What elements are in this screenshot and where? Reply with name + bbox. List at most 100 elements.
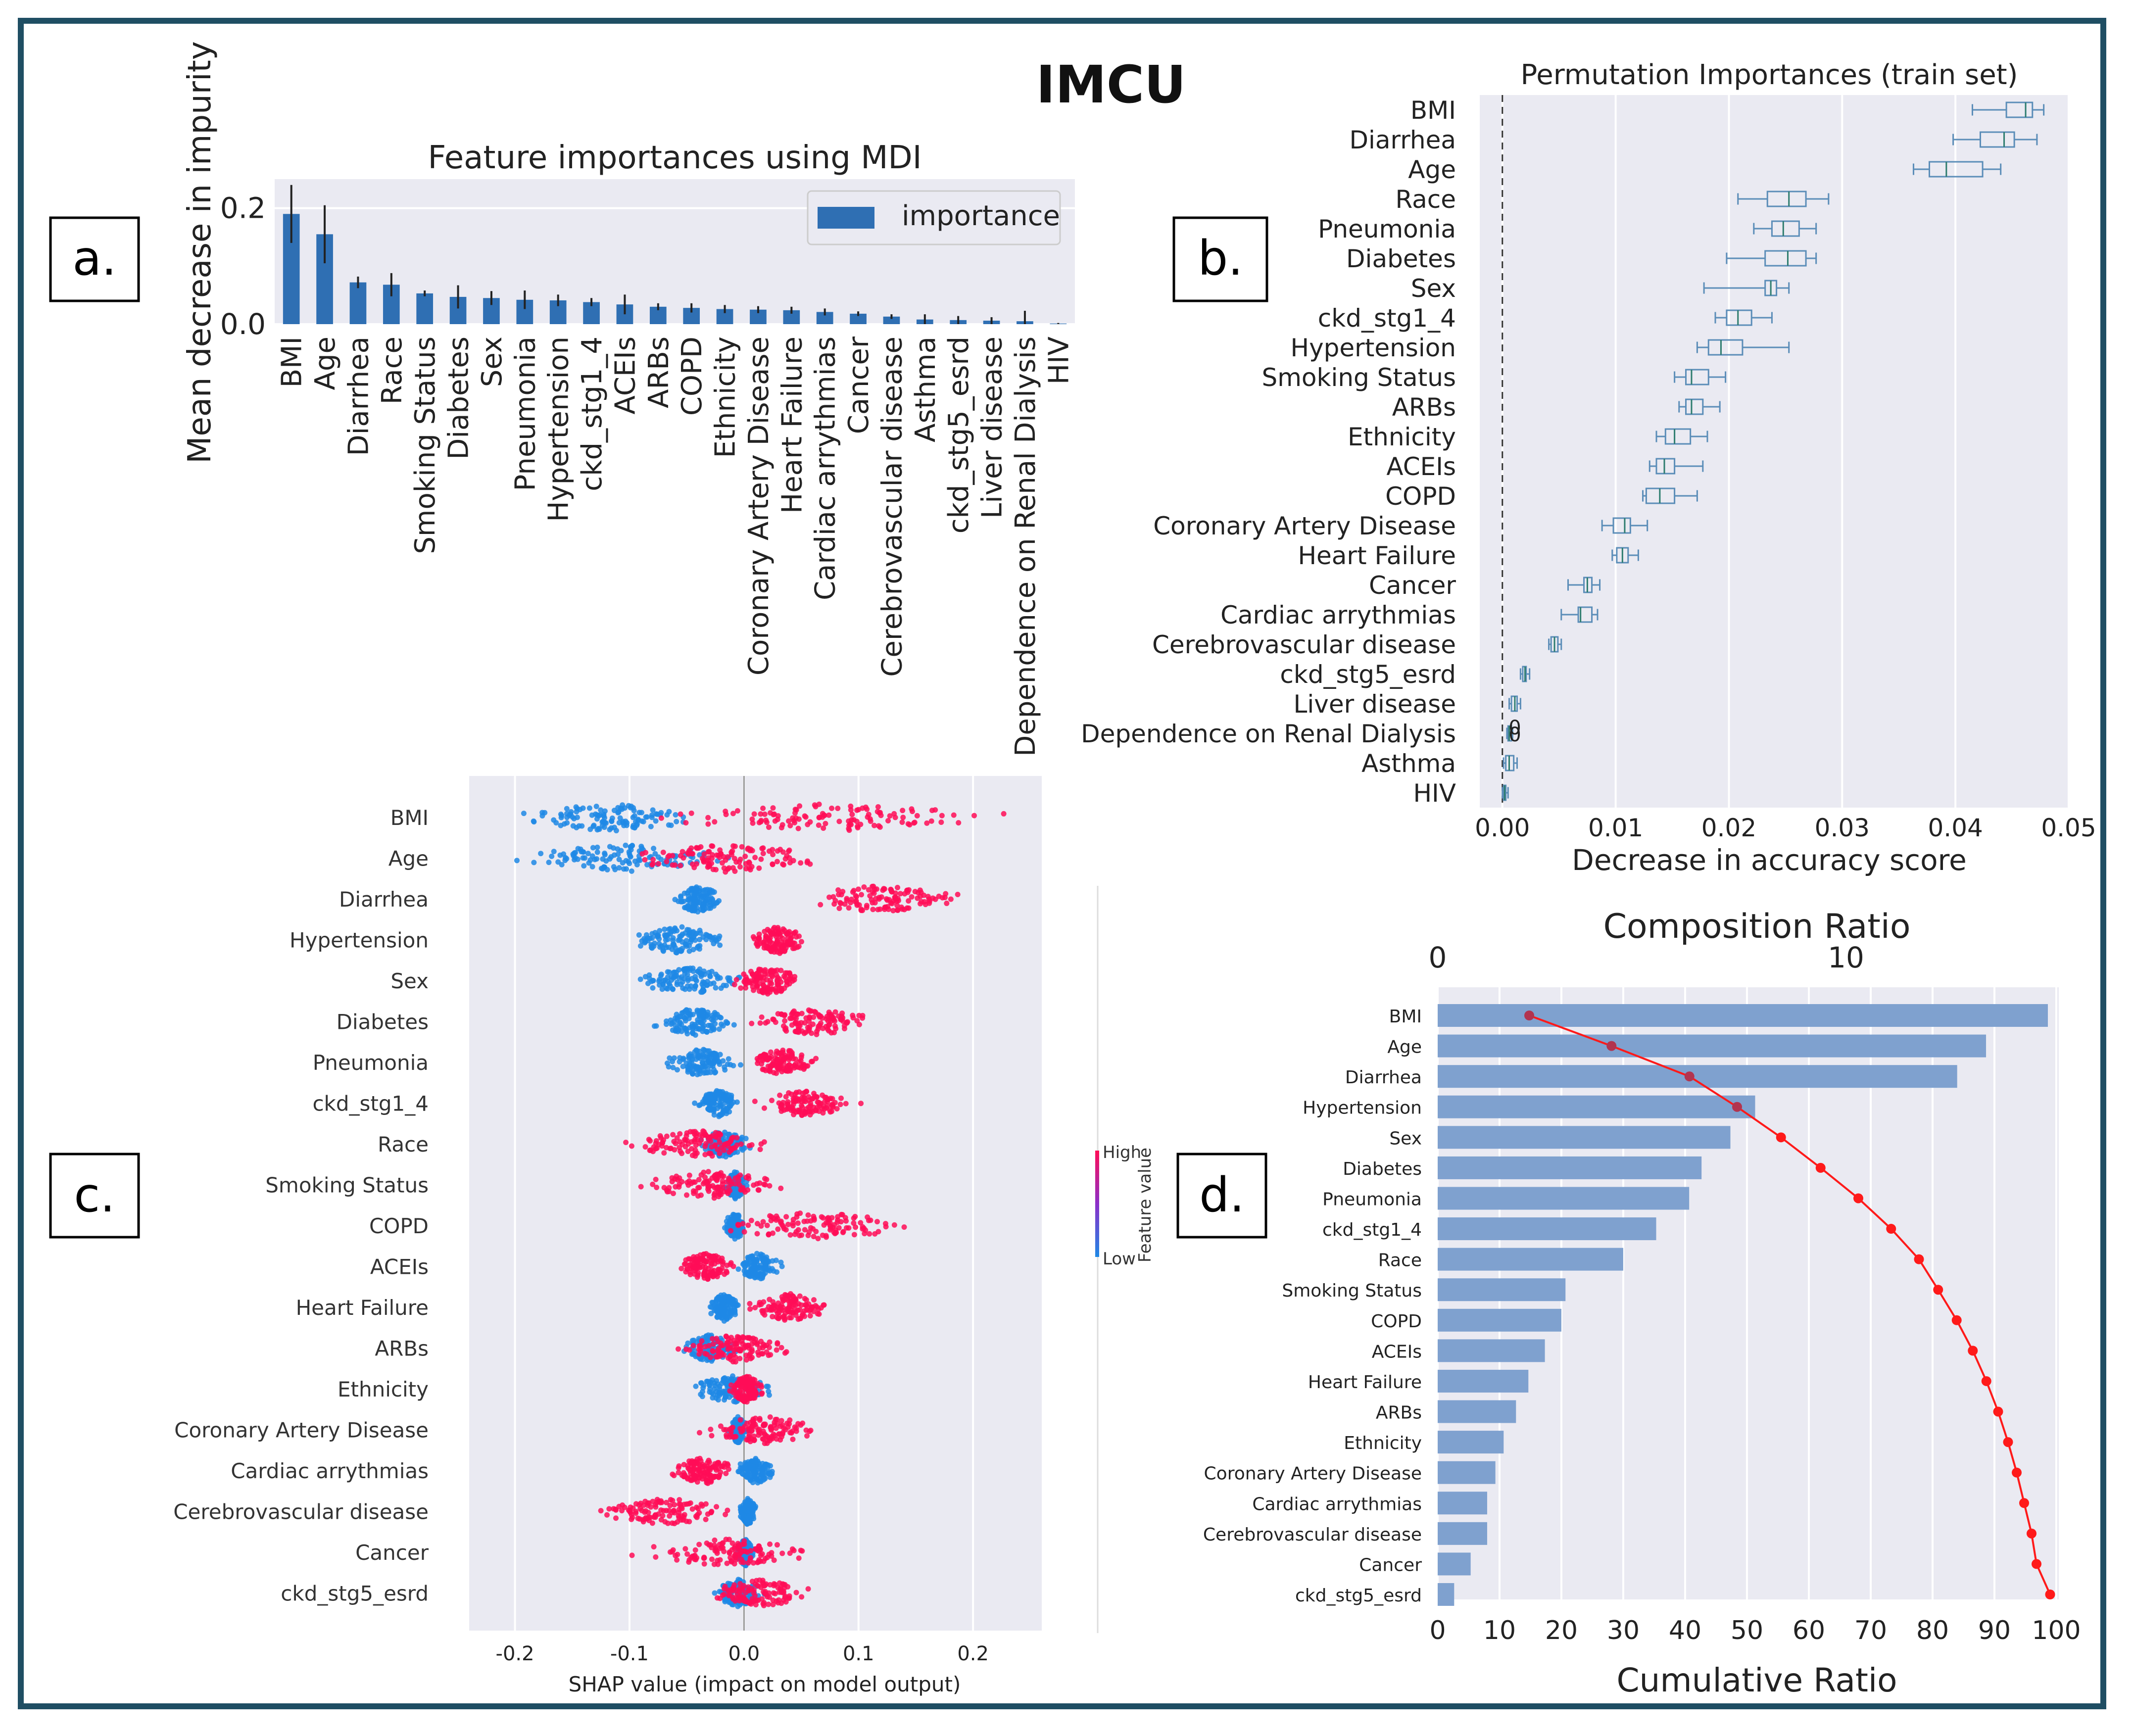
shap-dot-diarrhea-pink bbox=[853, 899, 859, 905]
bar-diarrhea bbox=[349, 282, 367, 324]
shap-dot-cerebrovascular-disease-pink bbox=[645, 1500, 651, 1506]
shap-dot-diabetes-pink bbox=[749, 1020, 755, 1026]
shap-dot-diarrhea-blue bbox=[686, 907, 692, 913]
shap-dot-heart-failure-pink bbox=[780, 1298, 786, 1304]
shap-dot-diarrhea-pink bbox=[909, 894, 915, 900]
shap-dot-age-pink bbox=[705, 849, 711, 855]
shap-dot-heart-failure-pink bbox=[760, 1310, 766, 1316]
shap-dot-ckd-stg1-4-pink bbox=[793, 1090, 799, 1096]
shap-dot-bmi-pink bbox=[775, 817, 780, 822]
shap-dot-cardiac-arrythmias-blue bbox=[758, 1472, 764, 1478]
shap-dot-age-pink bbox=[686, 851, 692, 857]
shap-dot-race-pink bbox=[684, 1138, 690, 1144]
shap-dot-cancer-pink bbox=[686, 1559, 692, 1565]
shap-dot-hypertension-blue bbox=[662, 942, 668, 948]
shap-dot-coronary-artery-disease-pink bbox=[737, 1417, 743, 1423]
shap-dot-ckd-stg1-4-blue bbox=[726, 1104, 732, 1110]
shap-dot-aceis-pink bbox=[706, 1253, 712, 1258]
shap-dot-cerebrovascular-disease-pink bbox=[652, 1512, 658, 1518]
shap-dot-diabetes-pink bbox=[817, 1022, 823, 1028]
shap-dot-age-pink bbox=[705, 855, 711, 861]
shap-dot-bmi-blue bbox=[674, 819, 679, 824]
x-tick-label-liver-disease: Liver disease bbox=[976, 337, 1009, 519]
shap-dot-diarrhea-blue bbox=[702, 902, 708, 908]
shap-dot-sex-blue bbox=[727, 975, 732, 981]
shap-dot-cerebrovascular-disease-blue bbox=[746, 1502, 752, 1508]
shap-dot-ckd-stg1-4-pink bbox=[809, 1096, 815, 1102]
shap-dot-hypertension-blue bbox=[708, 934, 714, 940]
shap-dot-ethnicity-blue bbox=[709, 1377, 715, 1383]
shap-dot-coronary-artery-disease-pink bbox=[730, 1424, 736, 1430]
shap-dot-age-pink bbox=[760, 851, 766, 857]
shap-dot-heart-failure-pink bbox=[786, 1315, 792, 1321]
shap-dot-cancer-pink bbox=[747, 1557, 753, 1563]
shap-dot-diabetes-pink bbox=[833, 1026, 839, 1032]
shap-dot-copd-pink bbox=[785, 1221, 791, 1227]
shap-dot-pneumonia-pink bbox=[766, 1056, 772, 1061]
shap-dot-cerebrovascular-disease-pink bbox=[598, 1508, 604, 1514]
shap-dot-pneumonia-blue bbox=[704, 1048, 710, 1054]
shap-dot-aceis-pink bbox=[702, 1268, 708, 1274]
shap-dot-arbs-pink bbox=[676, 1346, 681, 1352]
shap-dot-cardiac-arrythmias-pink bbox=[691, 1472, 697, 1478]
shap-dot-hypertension-pink bbox=[786, 941, 792, 947]
shap-dot-cardiac-arrythmias-blue bbox=[744, 1474, 750, 1480]
shap-dot-race-pink bbox=[730, 1145, 736, 1151]
shap-dot-aceis-blue bbox=[773, 1257, 779, 1263]
shap-dot-heart-failure-pink bbox=[770, 1299, 776, 1305]
shap-dot-bmi-pink bbox=[803, 814, 809, 820]
shap-dot-smoking-status-pink bbox=[685, 1182, 691, 1188]
shap-dot-hypertension-pink bbox=[775, 925, 781, 931]
shap-dot-coronary-artery-disease-pink bbox=[708, 1426, 714, 1432]
shap-dot-copd-pink bbox=[745, 1222, 751, 1228]
shap-dot-copd-pink bbox=[767, 1213, 773, 1219]
shap-dot-diarrhea-blue bbox=[711, 901, 717, 907]
shap-dot-heart-failure-pink bbox=[797, 1307, 803, 1313]
shap-dot-copd-pink bbox=[813, 1229, 819, 1235]
shap-dot-age-blue bbox=[582, 855, 588, 861]
shap-dot-pneumonia-pink bbox=[760, 1058, 766, 1063]
shap-dot-diabetes-pink bbox=[771, 1016, 776, 1022]
shap-dot-cerebrovascular-disease-pink bbox=[663, 1499, 669, 1505]
shap-dot-hypertension-blue bbox=[717, 933, 723, 939]
shap-dot-diarrhea-pink bbox=[853, 893, 859, 899]
shap-dot-cardiac-arrythmias-pink bbox=[676, 1465, 681, 1471]
shap-dot-arbs-pink bbox=[767, 1339, 773, 1345]
shap-dot-diabetes-pink bbox=[807, 1008, 813, 1014]
shap-dot-bmi-pink bbox=[900, 815, 906, 820]
shap-dot-age-blue bbox=[590, 845, 596, 851]
legend-box-a bbox=[807, 190, 1061, 245]
shap-dot-age-pink bbox=[739, 844, 745, 850]
shap-dot-cardiac-arrythmias-pink bbox=[694, 1479, 700, 1485]
shap-dot-diabetes-pink bbox=[819, 1015, 825, 1021]
shap-dot-copd-pink bbox=[781, 1226, 787, 1232]
shap-dot-aceis-pink bbox=[684, 1265, 690, 1271]
shap-dot-ckd-stg1-4-blue bbox=[696, 1103, 702, 1109]
shap-dot-diarrhea-pink bbox=[846, 905, 852, 911]
shap-dot-diarrhea-pink bbox=[884, 904, 890, 910]
x-tick-label-coronary-artery-disease: Coronary Artery Disease bbox=[743, 337, 775, 675]
shap-dot-ckd-stg1-4-blue bbox=[730, 1099, 736, 1105]
shap-dot-copd-pink bbox=[728, 1228, 734, 1234]
shap-dot-hypertension-blue bbox=[671, 942, 677, 948]
shap-dot-heart-failure-pink bbox=[776, 1300, 781, 1306]
y-tick-label-hiv: HIV bbox=[1413, 779, 1456, 808]
shap-dot-bmi-pink bbox=[851, 817, 857, 823]
shap-dot-age-pink bbox=[752, 855, 758, 861]
shap-dot-age-pink bbox=[743, 861, 749, 867]
shap-dot-diabetes-blue bbox=[696, 1012, 702, 1017]
shap-dot-age-pink bbox=[759, 846, 765, 852]
shap-dot-race-pink bbox=[670, 1132, 676, 1138]
shap-dot-ethnicity-pink bbox=[735, 1395, 741, 1401]
shap-dot-cerebrovascular-disease-pink bbox=[667, 1502, 673, 1508]
shap-dot-diarrhea-pink bbox=[919, 899, 924, 905]
shap-dot-aceis-pink bbox=[694, 1254, 700, 1259]
shap-dot-diarrhea-pink bbox=[840, 889, 846, 895]
shap-dot-copd-pink bbox=[823, 1220, 829, 1226]
shap-dot-cardiac-arrythmias-pink bbox=[693, 1459, 699, 1465]
shap-dot-ethnicity-blue bbox=[715, 1397, 721, 1403]
shap-dot-bmi-blue bbox=[620, 820, 626, 826]
shap-dot-pneumonia-blue bbox=[697, 1068, 703, 1074]
y-tick-label-sex: Sex bbox=[1411, 274, 1456, 303]
shap-dot-race-pink bbox=[692, 1153, 698, 1159]
